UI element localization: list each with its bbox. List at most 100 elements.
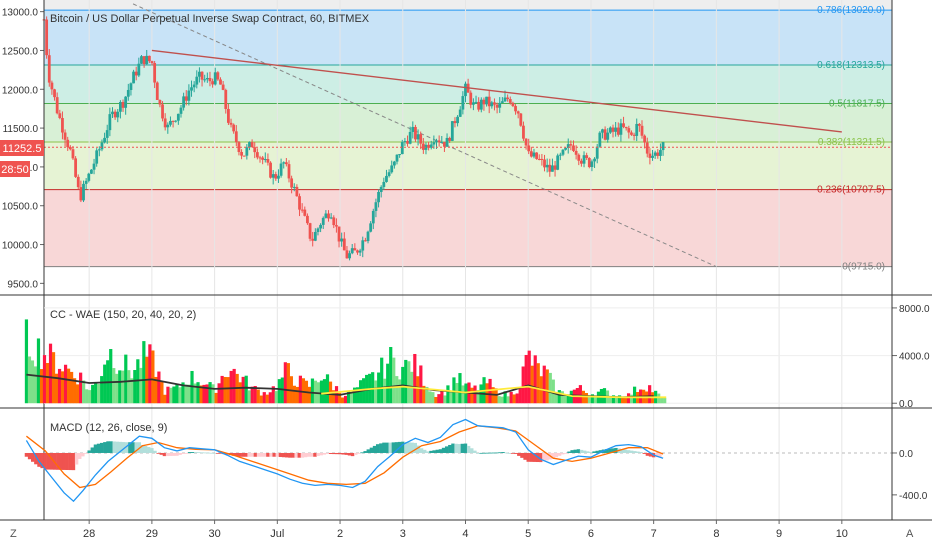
wae-bar	[587, 396, 592, 404]
wae-bar	[100, 376, 104, 404]
wae-bar	[36, 338, 41, 404]
wae-bar	[199, 385, 203, 404]
time-tick-label: 9	[776, 528, 782, 540]
time-axis[interactable]: 28 29 30 Jul 2 3 4 5 6 7 8 9 10 Z A	[0, 519, 932, 540]
wae-bar	[259, 395, 263, 404]
macd-hist-bar	[68, 452, 73, 471]
wae-bar	[428, 391, 432, 404]
macd-hist-bar	[372, 445, 377, 453]
macd-hist-bar	[385, 442, 389, 453]
candle-body	[440, 141, 444, 143]
candle-body	[66, 139, 70, 148]
wae-bar	[277, 379, 281, 404]
candle-body	[284, 162, 288, 165]
fibonacci-retracement	[44, 0, 892, 268]
wae-bar	[265, 394, 269, 404]
candle-body	[350, 248, 354, 254]
wae-bar	[229, 370, 233, 404]
candle-body	[435, 140, 438, 143]
macd-hist-bar	[448, 444, 452, 453]
macd-pane[interactable]: MACD (12, 26, close, 9) 0.0 -400.0	[24, 418, 928, 503]
macd-hist-bar	[197, 452, 201, 453]
macd-hist-bar	[231, 452, 236, 456]
wae-bar	[175, 383, 179, 404]
price-pane[interactable]: 0.786(13020.0) 0.618(12313.5) 0.5(11817.5)…	[0, 0, 892, 520]
candle-body	[316, 228, 320, 232]
candle-body	[124, 96, 128, 108]
wae-bar	[629, 394, 634, 404]
candle-body	[622, 123, 625, 127]
candle-body	[227, 108, 230, 123]
wae-bar	[663, 397, 667, 404]
candle-body	[327, 213, 330, 219]
candle-body	[68, 147, 72, 150]
candle-body	[266, 159, 270, 163]
candle-body	[643, 135, 647, 143]
candle-body	[527, 145, 531, 152]
macd-axis[interactable]: 0.0 -400.0	[892, 449, 928, 502]
candle-body	[213, 72, 217, 85]
macd-hist-bar	[542, 452, 546, 462]
macd-hist-bar	[526, 452, 530, 462]
macd-hist-bar	[121, 442, 126, 453]
candle-body	[548, 164, 552, 172]
macd-hist-bar	[81, 452, 85, 457]
wae-bar	[30, 360, 35, 404]
time-tick-label: Jul	[270, 528, 284, 540]
macd-hist-bar	[84, 452, 88, 454]
wae-bar	[602, 388, 607, 404]
wae-bar	[310, 378, 315, 404]
candle-body	[237, 142, 241, 152]
wae-bar	[103, 364, 107, 404]
candle-body	[208, 77, 212, 82]
macd-hist-bar	[655, 452, 659, 458]
auto-scale-button[interactable]: A	[906, 528, 914, 540]
wae-bar	[455, 383, 459, 404]
macd-tick-label: 0.0	[899, 449, 913, 460]
candle-body	[300, 209, 304, 211]
wae-bar	[425, 386, 429, 404]
macd-signal-line	[26, 425, 664, 489]
macd-hist-bar	[263, 452, 267, 457]
candle-body	[598, 132, 602, 147]
fib-level-label: 0.382(11321.5)	[818, 137, 885, 148]
timezone-button[interactable]: Z	[10, 528, 17, 540]
macd-hist-bar	[623, 449, 628, 453]
wae-bar	[590, 394, 595, 404]
macd-hist-bar	[645, 452, 650, 456]
macd-hist-bar	[529, 452, 534, 462]
wae-axis[interactable]: 8000.0 4000.0 0.0	[892, 304, 930, 410]
candle-body	[661, 142, 665, 151]
wae-bar	[356, 387, 360, 404]
candle-body	[482, 99, 486, 105]
wae-bar	[380, 357, 384, 404]
macd-hist-bar	[582, 450, 587, 453]
macd-hist-bar	[633, 451, 637, 453]
candle-body	[340, 238, 344, 242]
macd-hist-bar	[438, 449, 443, 453]
macd-hist-bar	[118, 441, 123, 453]
macd-hist-bar	[595, 450, 599, 453]
candle-body	[45, 19, 49, 56]
price-axis[interactable]: 13000.012500.012000.011500.011000.010500…	[2, 0, 45, 520]
candle-body	[356, 250, 359, 253]
candle-body	[335, 225, 338, 227]
candle-body	[324, 213, 328, 218]
candle-body	[427, 144, 431, 148]
wae-pane[interactable]: CC - WAE (150, 20, 40, 20, 2) 8000.0 4000…	[24, 304, 930, 410]
wae-bar	[419, 365, 423, 404]
candle-body	[524, 138, 528, 146]
candle-body	[203, 79, 207, 81]
macd-hist-bar	[128, 442, 132, 453]
wae-bar	[593, 396, 598, 404]
macd-hist-bar	[510, 452, 515, 454]
candle-body	[635, 123, 639, 136]
wae-bar	[431, 392, 435, 404]
macd-hist-bar	[382, 442, 386, 453]
wae-bar	[196, 382, 200, 404]
candle-body	[311, 238, 315, 241]
wae-bar	[88, 390, 92, 404]
macd-hist-bar	[103, 442, 107, 453]
macd-hist-bar	[216, 452, 220, 454]
